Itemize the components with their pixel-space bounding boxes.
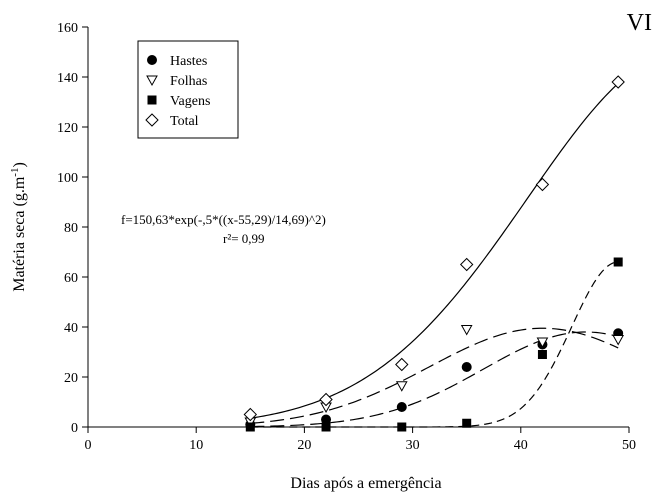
curve-total	[250, 82, 619, 419]
y-tick-label: 140	[57, 71, 78, 86]
point-folhas	[536, 337, 549, 349]
point-vagens	[462, 418, 472, 428]
legend-label-folhas: Folhas	[170, 74, 207, 89]
point-vagens	[321, 422, 331, 432]
x-tick-label: 40	[514, 438, 528, 453]
legend-marker-folhas	[146, 75, 158, 87]
legend-box	[137, 40, 239, 139]
y-tick-label: 100	[57, 171, 78, 186]
legend-label-total: Total	[170, 114, 199, 129]
y-tick-label: 120	[57, 121, 78, 136]
point-total	[459, 257, 474, 272]
fitted-curves	[250, 82, 619, 428]
regression-equation: f=150,63*exp(-,5*((x-55,29)/14,69)^2)	[121, 212, 326, 227]
point-hastes	[396, 402, 407, 412]
point-vagens	[537, 350, 547, 359]
point-total	[611, 75, 625, 89]
x-tick-label: 20	[297, 438, 311, 453]
panel-label: VI	[627, 10, 652, 36]
point-vagens	[397, 422, 407, 432]
point-total	[243, 407, 258, 422]
y-axis-label-main: Matéria seca (g.m	[11, 176, 28, 292]
point-folhas	[395, 381, 408, 392]
curve-vagens	[250, 261, 619, 428]
curve-folhas	[250, 327, 619, 424]
y-axis-label: Matéria seca (g.m-1)	[9, 162, 28, 292]
legend: Hastes Folhas Vagens Total	[137, 40, 239, 139]
y-tick-label: 0	[71, 421, 78, 436]
y-tick-label: 60	[64, 271, 78, 286]
legend-marker-vagens	[147, 95, 157, 105]
axes: 0 10 20 30 40 50 0 20 40 60 80 100 120 140 160	[57, 21, 636, 453]
x-tick-label: 30	[406, 438, 420, 453]
data-points	[243, 75, 625, 432]
y-axis-label-sup: -1	[9, 168, 21, 177]
x-tick-label: 0	[85, 438, 92, 453]
y-axis-label-close: )	[11, 162, 28, 167]
y-tick-label: 160	[57, 21, 78, 36]
point-vagens	[613, 257, 623, 267]
curve-hastes	[250, 331, 619, 428]
legend-marker-total	[145, 113, 159, 127]
legend-label-vagens: Vagens	[170, 94, 210, 109]
legend-marker-hastes	[147, 55, 157, 65]
point-folhas	[612, 335, 625, 346]
point-total	[535, 177, 550, 192]
point-hastes	[461, 362, 472, 372]
point-folhas	[460, 325, 473, 336]
y-tick-label: 20	[64, 371, 78, 386]
x-tick-label: 50	[622, 438, 636, 453]
point-total	[395, 357, 409, 372]
point-vagens	[245, 422, 255, 432]
y-tick-label: 80	[64, 221, 78, 236]
r-squared: r²= 0,99	[223, 231, 265, 246]
x-axis-label: Dias após a emergência	[290, 475, 441, 492]
y-tick-label: 40	[64, 321, 78, 336]
point-total	[319, 392, 333, 407]
legend-label-hastes: Hastes	[170, 54, 207, 69]
x-tick-label: 10	[189, 438, 203, 453]
